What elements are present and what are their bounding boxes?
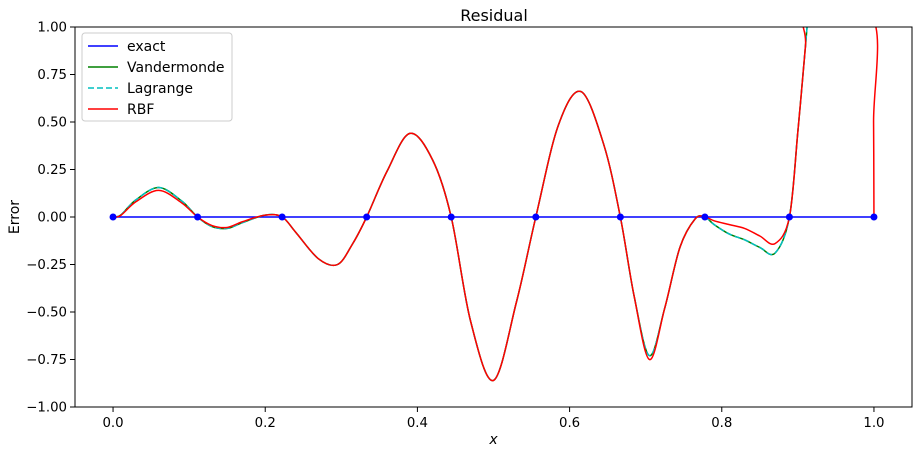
y-tick-label: −0.75 — [26, 353, 67, 368]
plot-frame — [74, 26, 913, 408]
legend-label-exact: exact — [127, 39, 166, 55]
interpolation-node-point — [194, 213, 202, 221]
y-tick-label: 1.00 — [37, 21, 67, 36]
y-tick-label: −0.25 — [26, 258, 67, 273]
interpolation-nodes — [109, 213, 878, 221]
x-tick-label: 0.6 — [559, 416, 580, 431]
x-tick-label: 0.4 — [407, 416, 428, 431]
interpolation-node-point — [447, 213, 455, 221]
x-tick-label: 0.2 — [255, 416, 276, 431]
x-tick-label: 0.0 — [102, 416, 123, 431]
y-tick-label: 0.25 — [37, 163, 67, 178]
interpolation-node-point — [532, 213, 540, 221]
legend-label-lagrange: Lagrange — [127, 81, 193, 97]
chart-title: Residual — [460, 6, 528, 25]
x-axis-title: x — [488, 432, 498, 448]
legend-label-vandermonde: Vandermonde — [127, 60, 225, 76]
y-axis-title: Error — [7, 200, 23, 234]
y-tick-label: −1.00 — [26, 401, 67, 416]
y-tick-label: 0.00 — [37, 211, 67, 226]
x-tick-label: 1.0 — [863, 416, 884, 431]
legend-box — [81, 32, 233, 122]
y-tick-label: 0.50 — [37, 116, 67, 131]
interpolation-node-point — [870, 213, 878, 221]
legend: exact Vandermonde Lagrange RBF — [81, 32, 233, 122]
interpolation-node-point — [701, 213, 709, 221]
interpolation-node-point — [363, 213, 371, 221]
series-line-lagrange — [112, 27, 808, 382]
legend-label-rbf: RBF — [127, 102, 154, 118]
y-axis: −1.00 −0.75 −0.50 −0.25 0.00 0.25 0.50 0.75 1.00 — [26, 21, 75, 416]
x-tick-label: 0.8 — [711, 416, 732, 431]
interpolation-node-point — [278, 213, 286, 221]
interpolation-node-point — [616, 213, 624, 221]
y-tick-label: 0.75 — [37, 68, 67, 83]
interpolation-node-point — [109, 213, 117, 221]
x-axis: 0.0 0.2 0.4 0.6 0.8 1.0 — [102, 407, 885, 431]
interpolation-node-point — [785, 213, 793, 221]
y-tick-label: −0.50 — [26, 306, 67, 321]
